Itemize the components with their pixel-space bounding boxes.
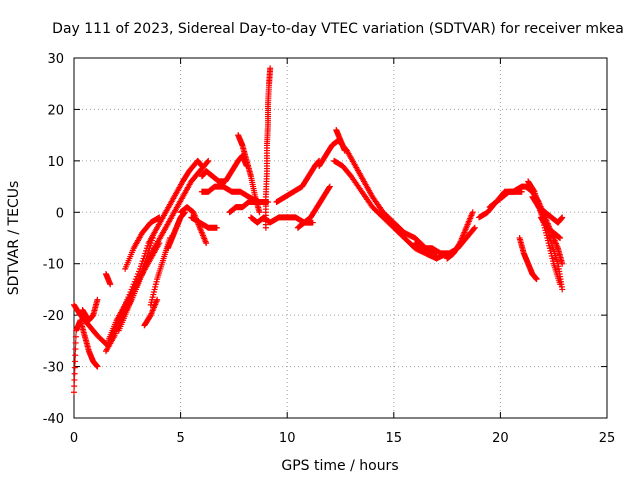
series-s23 <box>333 127 348 154</box>
data-point <box>72 346 79 353</box>
y-tick-label: -30 <box>43 361 64 376</box>
data-point <box>107 281 114 288</box>
data-point <box>156 240 163 247</box>
data-point <box>326 184 333 191</box>
x-tick-label: 5 <box>176 431 184 446</box>
data-point <box>156 214 163 221</box>
series-s8 <box>141 296 161 329</box>
series-s19 <box>262 65 274 231</box>
data-point <box>203 240 210 247</box>
series-s13 <box>188 214 220 231</box>
data-point <box>204 158 211 165</box>
series-s10 <box>102 271 114 288</box>
series-s11 <box>164 209 188 252</box>
data-point <box>71 376 78 383</box>
data-point <box>518 188 525 195</box>
data-point <box>71 364 78 371</box>
data-point <box>469 209 476 216</box>
chart-title: Day 111 of 2023, Sidereal Day-to-day VTE… <box>52 21 624 37</box>
y-tick-label: 20 <box>47 103 64 118</box>
data-point <box>154 296 161 303</box>
x-tick-label: 10 <box>279 431 296 446</box>
series-s5 <box>105 240 163 344</box>
series-s15 <box>198 152 250 185</box>
series-s1 <box>71 317 101 396</box>
x-tick-label: 0 <box>70 431 78 446</box>
series-s9 <box>79 296 101 324</box>
series-s20 <box>273 157 323 205</box>
tick-labels: 0 5 10 15 20 25 30 20 10 0 -10 -20 -30 -40 <box>43 52 616 446</box>
data-point <box>94 296 101 303</box>
series-s6 <box>122 214 163 272</box>
data-point <box>533 276 540 283</box>
series-s16 <box>235 132 263 216</box>
data-point <box>326 183 333 190</box>
y-tick-label: 10 <box>47 155 64 170</box>
data-point <box>341 147 348 154</box>
x-tick-label: 15 <box>386 431 403 446</box>
y-tick-label: 30 <box>47 52 64 67</box>
y-tick-label: -10 <box>43 258 64 273</box>
y-tick-label: -40 <box>43 412 64 427</box>
data-point <box>72 339 79 346</box>
data-point <box>557 235 564 241</box>
plot-frame <box>73 57 608 419</box>
data-point <box>94 363 101 370</box>
y-axis-label: SDTVAR / TECUs <box>6 181 22 296</box>
data-point <box>71 383 78 390</box>
data-point <box>72 333 79 340</box>
data-point <box>71 370 78 377</box>
series-s28 <box>486 188 525 211</box>
data-point <box>256 209 263 216</box>
series-s27 <box>476 183 534 221</box>
y-tick-label: -20 <box>43 309 64 324</box>
x-tick-label: 25 <box>599 431 616 446</box>
series-s21 <box>294 183 333 231</box>
y-tick-label: 0 <box>56 206 64 221</box>
data-point <box>72 358 79 365</box>
axis-ticks <box>73 57 608 419</box>
data-point <box>309 219 316 226</box>
data-point <box>559 260 566 267</box>
series-s33 <box>537 214 564 241</box>
series-s22 <box>316 137 440 257</box>
data-point <box>559 286 566 293</box>
data-point <box>267 65 274 72</box>
data-point <box>72 352 79 359</box>
data-point <box>71 389 77 396</box>
data-point <box>470 225 477 232</box>
data-points <box>71 65 566 396</box>
data-point <box>559 214 566 221</box>
data-point <box>205 157 212 164</box>
data-point <box>213 224 220 231</box>
series-s26 <box>444 209 476 262</box>
x-axis-label: GPS time / hours <box>281 458 398 474</box>
x-tick-label: 20 <box>492 431 509 446</box>
series-s34 <box>535 204 566 226</box>
data-point <box>149 235 156 241</box>
series-s32 <box>516 235 540 283</box>
data-point <box>471 224 478 231</box>
